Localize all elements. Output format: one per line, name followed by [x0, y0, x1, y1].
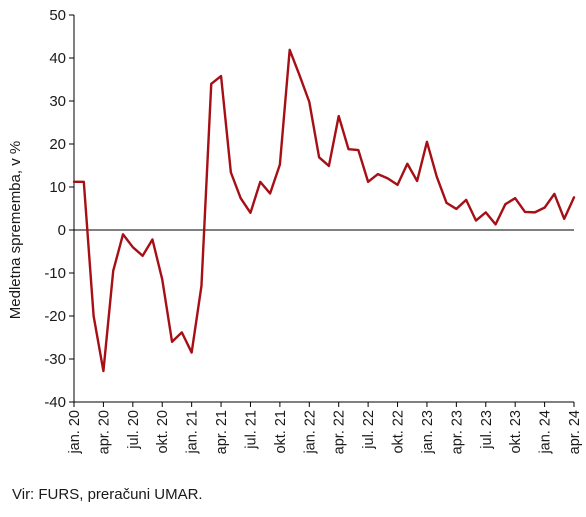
x-tick-label: jan. 20 — [67, 410, 83, 455]
data-point — [534, 211, 536, 213]
source-note: Vir: FURS, preračuni UMAR. — [12, 486, 203, 503]
y-tick-label: 10 — [49, 179, 66, 196]
data-point — [328, 165, 330, 167]
x-tick-label: okt. 23 — [508, 410, 524, 454]
data-point — [239, 197, 241, 199]
y-tick-label: -20 — [44, 308, 66, 325]
data-point — [200, 285, 202, 287]
data-point — [504, 203, 506, 205]
y-tick-label: 50 — [49, 7, 66, 24]
x-tick-label: jul. 20 — [126, 410, 142, 450]
data-point — [92, 315, 94, 317]
x-tick-label: okt. 20 — [155, 410, 171, 454]
data-point — [338, 115, 340, 117]
data-point — [524, 211, 526, 213]
data-point — [308, 101, 310, 103]
data-point — [475, 219, 477, 221]
data-point — [347, 148, 349, 150]
data-point — [318, 156, 320, 158]
data-point — [122, 233, 124, 235]
data-point — [553, 193, 555, 195]
data-point — [465, 199, 467, 201]
y-tick-label: 40 — [49, 50, 66, 67]
data-point — [249, 212, 251, 214]
y-axis-label: Medletna sprememba, v % — [7, 141, 24, 319]
data-point — [377, 173, 379, 175]
data-point — [230, 171, 232, 173]
x-tick-label: okt. 22 — [391, 410, 407, 454]
x-tick-label: jan. 21 — [185, 410, 201, 455]
y-tick-label: -30 — [44, 351, 66, 368]
x-tick-label: apr. 20 — [96, 410, 112, 454]
data-point — [181, 331, 183, 333]
data-point — [112, 270, 114, 272]
x-tick-label: apr. 23 — [449, 410, 465, 454]
data-point — [83, 181, 85, 183]
y-tick-label: -10 — [44, 265, 66, 282]
data-point — [426, 141, 428, 143]
data-point — [514, 197, 516, 199]
x-tick-label: apr. 24 — [567, 410, 583, 454]
data-point — [445, 202, 447, 204]
x-tick-label: jul. 21 — [243, 410, 259, 450]
data-point — [279, 163, 281, 165]
x-tick-label: jan. 22 — [302, 410, 318, 455]
data-point — [141, 255, 143, 257]
data-point — [102, 370, 104, 372]
data-point — [543, 206, 545, 208]
data-point — [563, 218, 565, 220]
data-point — [190, 351, 192, 353]
x-tick-label: jul. 23 — [479, 410, 495, 450]
x-tick-label: jul. 22 — [361, 410, 377, 450]
data-point — [269, 192, 271, 194]
data-point — [298, 74, 300, 76]
data-point — [259, 181, 261, 183]
data-point — [357, 149, 359, 151]
x-tick-label: apr. 21 — [214, 410, 230, 454]
y-tick-label: -40 — [44, 394, 66, 411]
data-point — [220, 75, 222, 77]
x-tick-label: jan. 24 — [538, 410, 554, 455]
data-point — [396, 184, 398, 186]
data-point — [485, 211, 487, 213]
data-point — [171, 341, 173, 343]
y-tick-label: 20 — [49, 136, 66, 153]
x-tick-label: okt. 21 — [273, 410, 289, 454]
data-point — [367, 181, 369, 183]
data-point — [73, 181, 75, 183]
x-tick-label: apr. 22 — [332, 410, 348, 454]
data-point — [455, 208, 457, 210]
data-point — [288, 49, 290, 51]
data-point — [573, 196, 575, 198]
data-point — [416, 180, 418, 182]
x-tick-label: jan. 23 — [420, 410, 436, 455]
data-point — [494, 223, 496, 225]
data-point — [151, 238, 153, 240]
y-tick-label: 30 — [49, 93, 66, 110]
data-point — [161, 278, 163, 280]
series-line — [72, 48, 576, 373]
data-point — [210, 83, 212, 85]
y-tick-label: 0 — [58, 222, 66, 239]
data-point — [436, 175, 438, 177]
data-point — [387, 177, 389, 179]
data-point — [132, 246, 134, 248]
data-point — [406, 163, 408, 165]
